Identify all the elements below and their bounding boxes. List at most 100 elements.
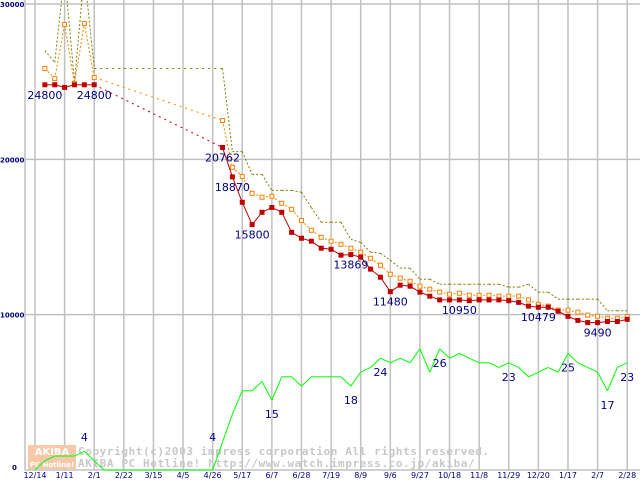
series-min-point	[387, 289, 393, 295]
series-count-segment	[449, 353, 460, 359]
data-label-min: 10479	[521, 311, 556, 324]
data-label-min: 10950	[442, 304, 477, 317]
series-average-point	[516, 293, 522, 299]
x-tick-label: 11/29	[497, 471, 520, 480]
series-count-segment	[399, 357, 411, 364]
series-count-segment	[231, 390, 243, 415]
x-tick-label: 11/8	[470, 471, 488, 480]
series-max-segment	[291, 189, 302, 193]
series-average-point	[81, 20, 87, 26]
data-label-min: 20762	[205, 151, 240, 164]
series-average	[42, 20, 630, 321]
series-average-point	[348, 245, 354, 251]
series-max-segment	[380, 252, 391, 261]
series-max-segment	[429, 278, 440, 285]
series-min-point	[62, 84, 68, 90]
series-min-point	[456, 297, 462, 303]
data-label-count: 4	[81, 431, 88, 444]
series-average-point	[249, 190, 255, 196]
series-max-segment	[301, 191, 312, 208]
series-count-segment	[350, 371, 362, 387]
series-max-segment	[66, 0, 75, 82]
series-min-point	[239, 199, 245, 205]
series-average-point	[259, 194, 265, 200]
series-average-point	[437, 289, 443, 295]
series-layer	[34, 0, 630, 471]
series-average-segment	[94, 76, 223, 121]
series-min-point	[545, 304, 551, 310]
series-max-segment	[340, 221, 352, 240]
series-count-segment	[498, 362, 509, 368]
series-min-segment	[94, 84, 223, 148]
logo-bottom-text: PC Hotline!	[30, 461, 74, 469]
data-label-min: 24800	[27, 89, 62, 102]
series-max-segment	[390, 259, 401, 269]
series-min-point	[417, 289, 423, 295]
series-average-point	[52, 76, 58, 82]
series-min-point	[397, 282, 403, 288]
series-min-point	[358, 254, 364, 260]
series-average-point	[397, 275, 403, 281]
x-tick-label: 6/7	[265, 471, 278, 480]
logo-top-bg	[28, 445, 76, 458]
series-average-point	[308, 227, 314, 233]
x-tick-label: 2/22	[115, 471, 133, 480]
series-count-segment	[370, 357, 381, 368]
series-average-point	[91, 74, 97, 80]
series-max-segment	[518, 283, 529, 288]
series-average-point	[269, 193, 275, 199]
data-label-min: 18870	[215, 181, 250, 194]
series-count-segment	[419, 348, 431, 373]
series-average-point	[407, 278, 413, 284]
series-max-segment	[310, 207, 322, 223]
series-count-segment	[587, 367, 598, 373]
series-min-point	[328, 246, 334, 252]
series-average-segment	[54, 24, 66, 79]
y-tick-label: 30000	[0, 1, 24, 9]
series-count-segment	[429, 348, 441, 373]
x-tick-label: 9/27	[411, 471, 429, 480]
series-average-point	[466, 292, 472, 298]
data-label-count: 23	[502, 371, 516, 384]
series-count-segment	[222, 413, 233, 443]
series-count-segment	[360, 367, 371, 373]
data-label-min: 15800	[235, 229, 270, 242]
series-average-point	[565, 307, 571, 313]
x-tick-label: 4/26	[204, 471, 222, 480]
series-min-segment	[222, 147, 233, 178]
series-count-segment	[469, 357, 480, 364]
series-min-point	[565, 313, 571, 319]
series-count-segment	[409, 348, 421, 364]
series-min-point	[269, 204, 275, 210]
series-count-segment	[439, 348, 450, 359]
series-count-segment	[44, 455, 55, 462]
watermark: AKIBA PC Hotline! Copyright(c)2003 impre…	[28, 445, 489, 470]
series-average-point	[338, 241, 344, 247]
data-label-count: 18	[344, 394, 358, 407]
series-average-point	[239, 173, 245, 179]
series-average-point	[328, 238, 334, 244]
series-average-point	[220, 118, 226, 123]
series-count-segment	[301, 376, 312, 387]
series-min-point	[595, 320, 601, 326]
series-average-point	[595, 313, 601, 319]
series-count-segment	[291, 376, 302, 387]
data-label-min: 11480	[373, 296, 408, 309]
series-min-point	[289, 229, 295, 235]
series-average-point	[289, 206, 295, 212]
series-min-point	[377, 274, 383, 280]
series-count-segment	[459, 353, 470, 359]
series-min-point	[476, 297, 482, 303]
series-average-point	[387, 271, 393, 277]
series-average-point	[377, 262, 383, 268]
x-tick-label: 1/17	[559, 471, 577, 480]
series-count-segment	[538, 367, 549, 373]
data-label-min: 9490	[584, 327, 612, 340]
series-average-point	[486, 292, 492, 298]
series-min-point	[71, 82, 77, 88]
series-average-point	[575, 309, 581, 315]
series-max-segment	[498, 283, 509, 288]
url-text: AKIBA PC Hotline! http://www.watch.impre…	[78, 457, 475, 470]
